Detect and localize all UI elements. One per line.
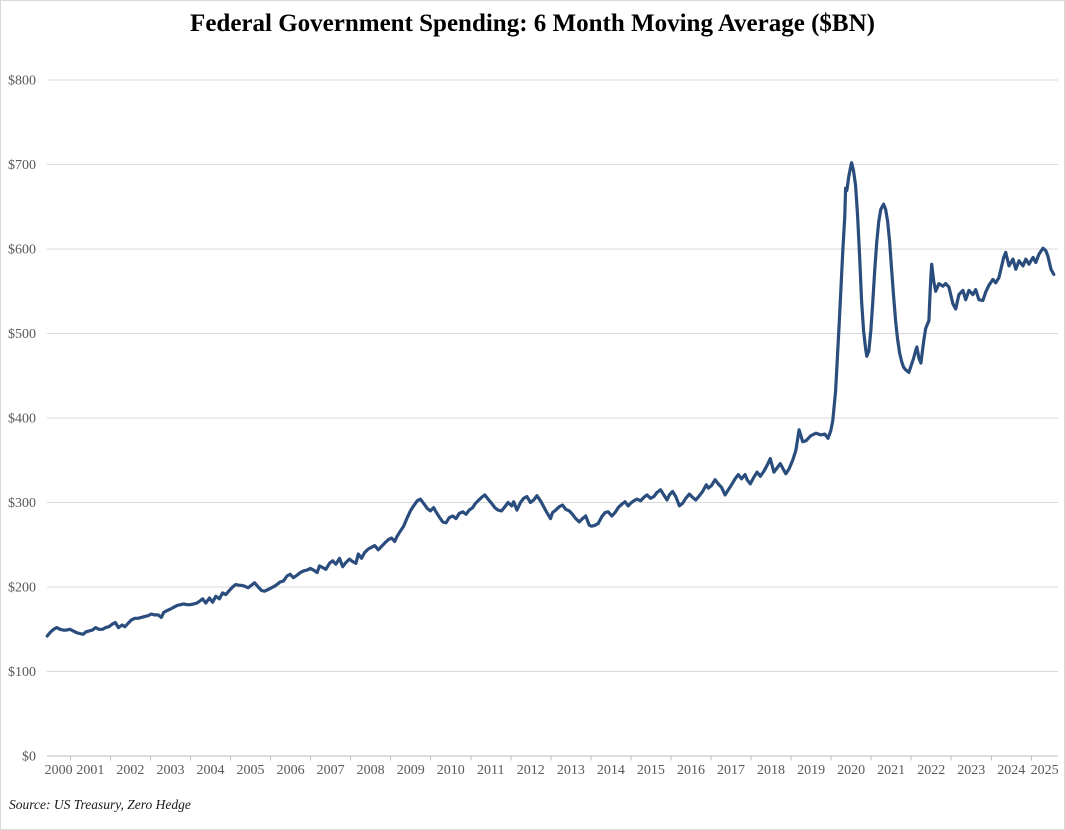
x-tick-label: 2007 <box>317 763 345 778</box>
x-tick-label: 2019 <box>797 763 825 778</box>
x-tick-label: 2012 <box>517 763 545 778</box>
x-tick-label: 2001 <box>76 763 104 778</box>
y-tick-label: $500 <box>8 327 36 342</box>
spending-line <box>45 161 1056 638</box>
y-tick-label: $800 <box>8 74 36 89</box>
y-tick-label: $100 <box>8 665 36 680</box>
x-tick-label: 2022 <box>917 763 945 778</box>
x-tick-label: 2010 <box>437 763 465 778</box>
y-tick-label: $200 <box>8 581 36 596</box>
x-tick-label: 2000 <box>45 763 73 778</box>
x-tick-label: 2021 <box>877 763 905 778</box>
x-tick-label: 2004 <box>196 763 224 778</box>
y-tick-labels: $0 $100 $200 $300 $400 $500 $600 $700 $800 <box>8 74 36 765</box>
x-tick-label: 2025 <box>1031 763 1059 778</box>
x-tick-label: 2009 <box>397 763 425 778</box>
x-tick-label: 2014 <box>597 763 625 778</box>
y-tick-label: $400 <box>8 412 36 427</box>
x-axis <box>47 755 1058 761</box>
x-tick-label: 2003 <box>156 763 184 778</box>
x-tick-label: 2020 <box>837 763 865 778</box>
y-tick-label: $0 <box>22 750 36 765</box>
x-tick-label: 2017 <box>717 763 745 778</box>
x-tick-label: 2005 <box>237 763 265 778</box>
chart-title: Federal Government Spending: 6 Month Mov… <box>190 10 875 37</box>
y-tick-label: $700 <box>8 158 36 173</box>
x-tick-label: 2013 <box>557 763 585 778</box>
y-tick-label: $300 <box>8 496 36 511</box>
y-tick-label: $600 <box>8 243 36 258</box>
x-tick-label: 2011 <box>477 763 504 778</box>
x-tick-label: 2008 <box>357 763 385 778</box>
x-tick-label: 2024 <box>997 763 1025 778</box>
source-note: Source: US Treasury, Zero Hedge <box>9 797 191 812</box>
y-gridlines <box>47 79 1058 672</box>
x-tick-labels: 2000 2001 2002 2003 2004 2005 2006 2007 2008 2009… <box>45 763 1059 778</box>
x-tick-label: 2016 <box>677 763 705 778</box>
x-tick-label: 2002 <box>116 763 144 778</box>
x-tick-label: 2015 <box>637 763 665 778</box>
x-tick-label: 2023 <box>957 763 985 778</box>
x-tick-label: 2018 <box>757 763 785 778</box>
x-tick-label: 2006 <box>277 763 305 778</box>
